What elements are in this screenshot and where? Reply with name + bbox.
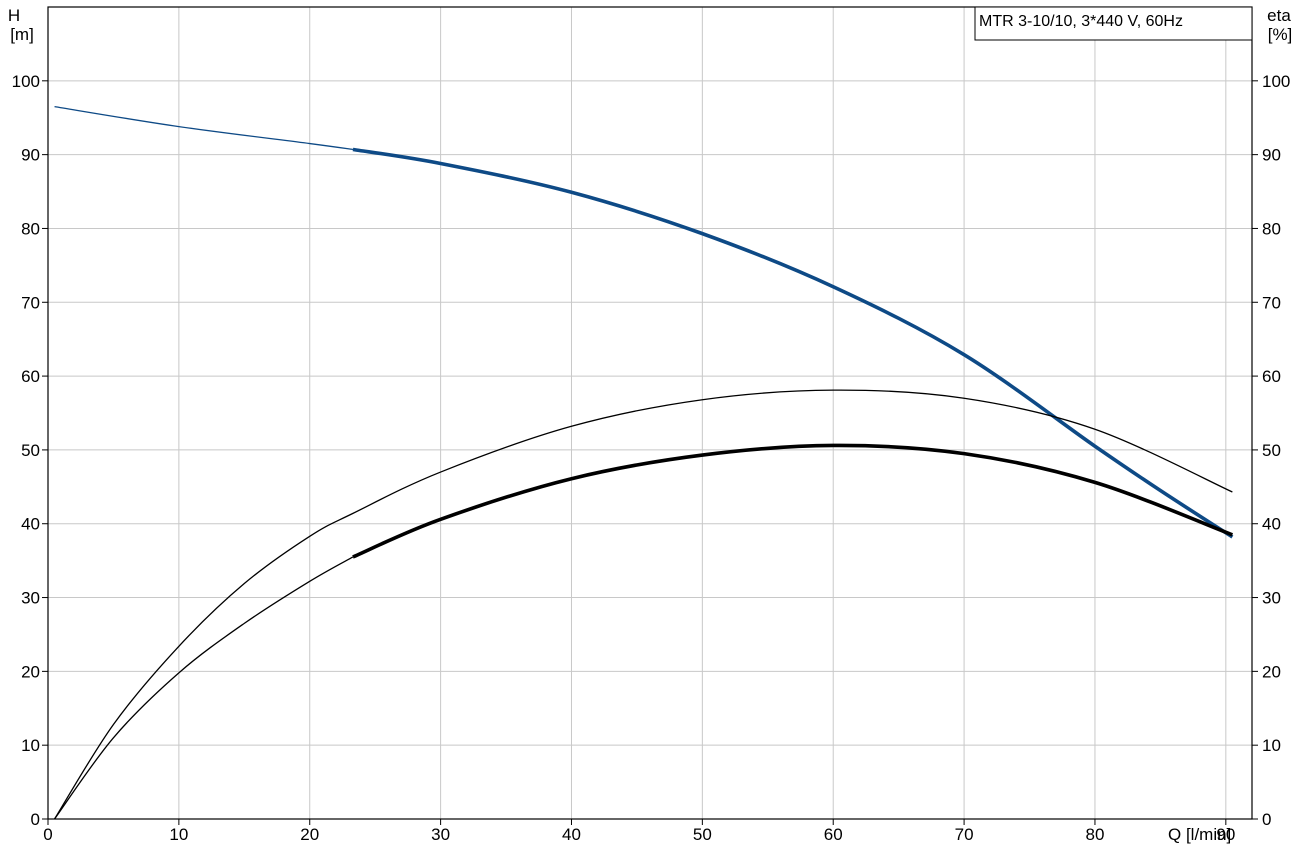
y-tick-label: 0: [31, 810, 40, 829]
chart-title: MTR 3-10/10, 3*440 V, 60Hz: [979, 13, 1183, 30]
y-tick-label: 50: [21, 441, 40, 460]
y-tick-label: 90: [21, 146, 40, 165]
y2-tick-label: 70: [1262, 293, 1281, 312]
y-tick-label: 60: [21, 367, 40, 386]
y-tick-label: 40: [21, 515, 40, 534]
x-tick-label: 10: [169, 825, 188, 844]
y2-tick-label: 50: [1262, 441, 1281, 460]
legend-box: MTR 3-10/10, 3*440 V, 60Hz: [974, 6, 1253, 41]
x-tick-label: 40: [562, 825, 581, 844]
y2-tick-label: 90: [1262, 146, 1281, 165]
x-tick-label: 80: [1085, 825, 1104, 844]
left-axis-label: H [m]: [8, 6, 34, 44]
y2-tick-label: 40: [1262, 515, 1281, 534]
series-head-line: [54, 106, 354, 151]
y-tick-label: 70: [21, 293, 40, 312]
x-tick-label: 70: [955, 825, 974, 844]
plot-frame: [47, 6, 1253, 820]
x-tick-label: 20: [300, 825, 319, 844]
y2-axis-label-unit: [%]: [1268, 25, 1293, 44]
y-axis-label-symbol: H: [8, 6, 20, 25]
y-tick-label: 20: [21, 662, 40, 681]
plot-background: [48, 7, 1252, 819]
y2-tick-label: 60: [1262, 367, 1281, 386]
y2-tick-label: 0: [1262, 810, 1271, 829]
series-head-operating-range: [352, 147, 1234, 539]
y-tick-label: 80: [21, 219, 40, 238]
x-tick-label: 50: [693, 825, 712, 844]
x-tick-label: 30: [431, 825, 450, 844]
y2-tick-label: 10: [1262, 736, 1281, 755]
series-eta_lower-line: [54, 556, 354, 820]
right-axis-label: eta [%]: [1267, 6, 1292, 44]
y-tick-label: 10: [21, 736, 40, 755]
y2-tick-label: 100: [1262, 72, 1290, 91]
curves: [53, 106, 1234, 820]
x-tick-label: 60: [824, 825, 843, 844]
x-tick-label: 90: [1216, 825, 1235, 844]
y-axis-label-unit: [m]: [10, 25, 34, 44]
x-tick-label: 0: [43, 825, 52, 844]
series-eta_lower-operating-range: [352, 443, 1234, 559]
y2-tick-label: 30: [1262, 589, 1281, 608]
x-axis-label: Q [l/min]: [1168, 825, 1231, 844]
y2-axis-label-symbol: eta: [1267, 6, 1291, 25]
legend-frame: [974, 6, 1253, 41]
y2-tick-label: 20: [1262, 662, 1281, 681]
y2-tick-label: 80: [1262, 219, 1281, 238]
series-eta_upper-line: [53, 389, 1233, 820]
y-tick-label: 30: [21, 589, 40, 608]
y-tick-label: 100: [12, 72, 40, 91]
axes: 0 10 20 30 40 50 60 70 80 90 0 10 20 30 40 50 60 70 80 90 10…: [12, 72, 1291, 844]
